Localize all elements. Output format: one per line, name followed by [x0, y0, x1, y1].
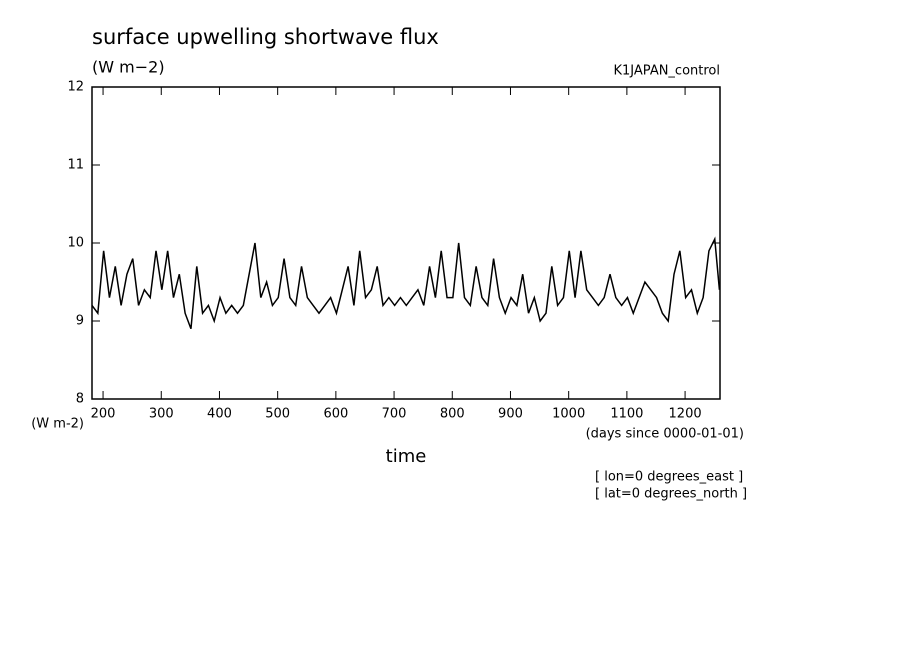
y-tick-label: 9 — [76, 314, 84, 329]
annotation: [ lat=0 degrees_north ] — [595, 487, 747, 502]
x-tick-label: 400 — [207, 407, 232, 422]
y-units-label: (W m-2) — [31, 417, 84, 432]
x-tick-label: 600 — [323, 407, 348, 422]
x-tick-label: 300 — [149, 407, 174, 422]
plot-frame — [91, 86, 721, 400]
x-units-label: (days since 0000-01-01) — [586, 427, 744, 442]
y-tick-label: 8 — [76, 392, 84, 407]
x-tick-label: 1200 — [669, 407, 702, 422]
chart-title: surface upwelling shortwave flux — [92, 25, 439, 49]
x-tick-label: 1000 — [552, 407, 585, 422]
x-tick-label: 800 — [440, 407, 465, 422]
x-tick-label: 900 — [498, 407, 523, 422]
x-tick-label: 200 — [91, 407, 116, 422]
x-tick-label: 700 — [382, 407, 407, 422]
x-tick-label: 500 — [265, 407, 290, 422]
data-line — [91, 236, 721, 330]
annotation: [ lon=0 degrees_east ] — [595, 470, 743, 485]
dataset-label: K1JAPAN_control — [614, 64, 720, 79]
x-tick-label: 1100 — [610, 407, 643, 422]
x-axis-title: time — [386, 446, 427, 467]
y-tick-label: 10 — [67, 236, 84, 251]
subtitle: (W m−2) — [92, 58, 165, 77]
y-tick-label: 11 — [67, 158, 84, 173]
y-tick-label: 12 — [67, 80, 84, 95]
